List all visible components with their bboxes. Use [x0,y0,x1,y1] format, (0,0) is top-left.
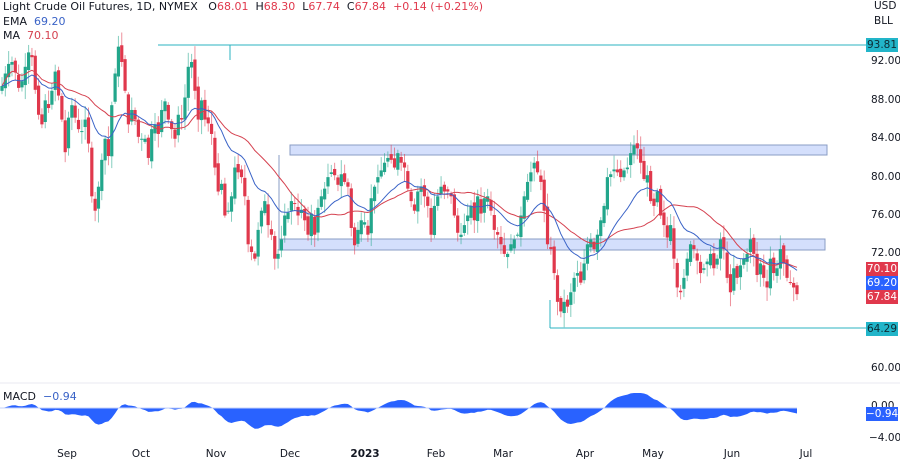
time-label-mar: Mar [493,448,513,460]
ma-value: 70.10 [27,29,59,42]
macd-value-tag: −0.94 [866,407,899,421]
price-tick: 92.00 [871,55,900,67]
price-tick: 84.00 [871,132,900,144]
ema-line [1,74,798,271]
currency-label: USD [874,0,897,12]
level-low-tag: 64.29 [866,322,898,336]
price-tick: 88.00 [871,94,900,106]
price-tick: 76.00 [871,209,900,221]
low-value: 67.74 [308,0,340,13]
ema-value: 69.20 [33,15,66,28]
price-tick: 60.00 [871,362,900,374]
time-label-jul: Jul [799,448,813,460]
time-label-dec: Dec [279,448,301,460]
time-label-may: May [642,448,664,460]
candlestick-series [0,32,799,328]
close-value: 67.84 [354,0,387,13]
high-value: 68.30 [263,0,296,13]
level-high-tag: 93.81 [866,38,898,52]
ema-legend[interactable]: EMA 69.20 [3,15,66,28]
symbol-title: Light Crude Oil Futures, 1D, NYMEX [3,0,198,13]
price-tick: 72.00 [871,247,900,259]
macd-tick: −4.00 [869,432,900,444]
time-label-apr: Apr [575,448,595,460]
horizontal-levels[interactable] [158,44,866,329]
last-price-tag: 67.84 [866,290,898,304]
macd-value: −0.94 [42,390,77,403]
price-tick: 80.00 [871,171,900,183]
time-label-feb: Feb [426,448,446,460]
ma-line [1,69,798,268]
time-label-2023: 2023 [350,448,380,460]
change-value: +0.14 (+0.21%) [393,0,484,13]
time-label-nov: Nov [205,448,227,460]
time-label-sep: Sep [57,448,77,460]
ma-price-tag: 70.10 [866,262,898,276]
time-label-jun: Jun [723,448,741,460]
macd-histogram-area [2,393,797,429]
symbol-legend: Light Crude Oil Futures, 1D, NYMEX O68.0… [3,0,484,13]
time-label-oct: Oct [131,448,151,460]
ma-legend[interactable]: MA 70.10 [3,29,59,42]
macd-legend[interactable]: MACD −0.94 [3,390,77,403]
resistance-zone[interactable] [289,144,828,156]
open-value: 68.01 [216,0,249,13]
drawing-zones[interactable] [278,144,828,251]
ema-price-tag: 69.20 [866,276,898,290]
unit-label: BLL [874,15,893,27]
